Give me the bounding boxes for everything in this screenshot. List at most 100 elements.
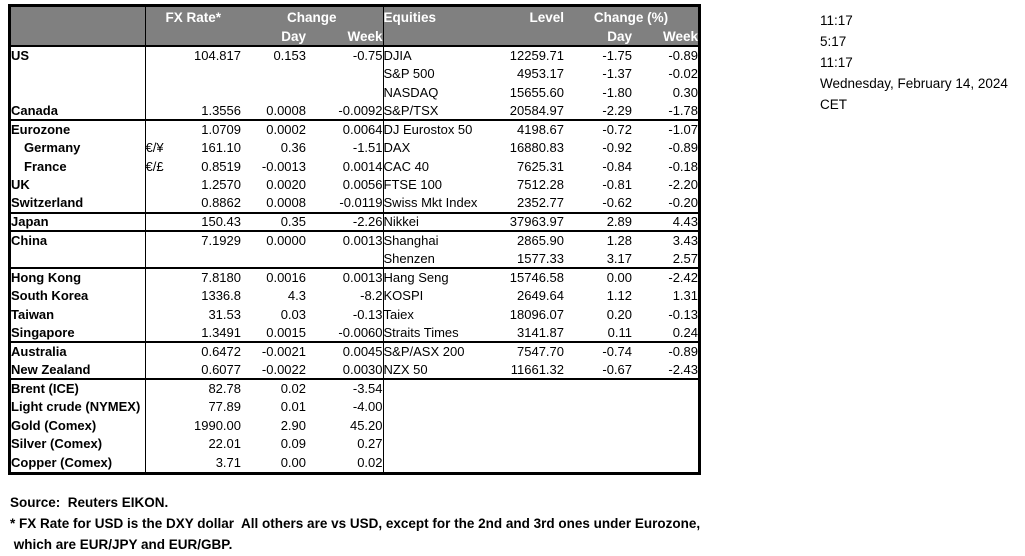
equity-day-change-cell: -0.62 bbox=[564, 194, 633, 214]
equity-name-cell: FTSE 100 bbox=[382, 175, 498, 194]
fx-pair-symbol-cell bbox=[144, 286, 171, 305]
table-row: Copper (Comex) 3.71 0.00 0.02 bbox=[11, 453, 698, 472]
equity-level-cell: 18096.07 bbox=[509, 306, 565, 322]
fx-pair-symbol-cell bbox=[144, 46, 171, 65]
header-fx-day: Day bbox=[241, 28, 306, 47]
equity-name-cell bbox=[382, 416, 498, 435]
fx-rate-cell: 1990.00 bbox=[194, 417, 241, 433]
fx-week-change-cell: -0.75 bbox=[352, 48, 383, 64]
header-level: Level bbox=[497, 7, 565, 28]
fx-rate-cell: 0.6472 bbox=[201, 344, 241, 360]
equity-week-change-cell bbox=[632, 453, 698, 472]
equity-day-change-cell: -0.84 bbox=[602, 158, 633, 174]
fx-week-change-cell: -2.26 bbox=[306, 212, 384, 232]
equity-day-change-cell bbox=[564, 435, 632, 454]
fx-rate-cell: 150.43 bbox=[171, 212, 241, 232]
fx-day-change-cell: 0.0000 bbox=[266, 233, 306, 249]
equity-name-cell: DJ Eurostox 50 bbox=[382, 120, 498, 139]
fx-day-change-cell: 0.35 bbox=[241, 212, 306, 232]
equity-name-cell: DAX bbox=[382, 138, 498, 157]
table-row: Singapore 1.3491 0.0015 -0.0060 Straits Time… bbox=[11, 323, 699, 343]
fx-week-change-cell: -0.0092 bbox=[306, 101, 384, 121]
equity-level-cell: 7512.28 bbox=[517, 177, 565, 193]
fx-week-change-cell: -0.13 bbox=[352, 306, 383, 322]
fx-pair-symbol-cell bbox=[144, 434, 171, 453]
equity-name-cell: Taiex bbox=[382, 305, 498, 324]
market-data-table: FX Rate* Change Equities Level Change (%… bbox=[8, 4, 702, 475]
equity-day-change-cell: -0.72 bbox=[602, 122, 633, 138]
fx-rate-cell: 161.10 bbox=[201, 140, 241, 156]
fx-pair-symbol-cell bbox=[144, 305, 171, 324]
equity-name-cell: S&P/ASX 200 bbox=[382, 342, 498, 361]
fx-rate-cell: 31.53 bbox=[208, 306, 241, 322]
fx-rate-cell: 0.8519 bbox=[201, 158, 241, 174]
equity-week-change-cell: -1.78 bbox=[632, 101, 699, 121]
equity-week-change-cell bbox=[632, 416, 698, 435]
equity-week-change-cell: -0.89 bbox=[668, 48, 699, 64]
fx-pair-symbol-cell bbox=[144, 175, 171, 194]
equity-level-cell: 7625.31 bbox=[517, 158, 565, 174]
equity-week-change-cell: -0.89 bbox=[668, 344, 699, 360]
equity-week-change-cell: -0.89 bbox=[668, 140, 699, 156]
equity-day-change-cell: 2.89 bbox=[564, 212, 633, 232]
equity-level-cell bbox=[497, 416, 564, 435]
fx-name-cell: Eurozone bbox=[11, 122, 71, 138]
fx-name-cell: Singapore bbox=[11, 323, 145, 343]
fx-pair-symbol-cell bbox=[144, 231, 171, 250]
fx-rate-cell: 7.8180 bbox=[201, 270, 241, 286]
table-row: France €/£ 0.8519 -0.0013 0.0014 CAC 40 7625.3… bbox=[11, 157, 698, 176]
fx-day-change-cell: 2.90 bbox=[280, 417, 306, 433]
fx-week-change-cell: 0.0014 bbox=[342, 158, 383, 174]
fx-day-change-cell: 0.0008 bbox=[241, 194, 306, 214]
header-blank bbox=[11, 28, 145, 47]
equity-name-cell bbox=[382, 397, 498, 416]
table-row: South Korea 1336.8 4.3 -8.2 KOSPI 2649.64 1.12… bbox=[11, 286, 698, 305]
equity-level-cell: 12259.71 bbox=[509, 48, 565, 64]
equity-week-change-cell bbox=[632, 435, 698, 454]
fx-week-change-cell bbox=[306, 65, 383, 84]
table-row: Shenzen 1577.33 3.17 2.57 bbox=[11, 249, 699, 269]
equity-name-cell: Nikkei bbox=[382, 212, 498, 232]
equity-week-change-cell: 0.30 bbox=[672, 84, 699, 100]
fx-week-change-cell: 0.0013 bbox=[342, 233, 383, 249]
fx-rate-cell: 1.2570 bbox=[201, 177, 241, 193]
footnotes: Source: Reuters EIKON. * FX Rate for USD… bbox=[10, 492, 700, 555]
table-row: Brent (ICE) 82.78 0.02 -3.54 bbox=[11, 379, 698, 398]
fx-day-change-cell: 0.02 bbox=[280, 381, 306, 397]
fx-day-change-cell: 0.0002 bbox=[266, 122, 306, 138]
equity-name-cell bbox=[382, 379, 498, 398]
fx-name-cell: Hong Kong bbox=[11, 270, 82, 286]
equity-level-cell: 4953.17 bbox=[517, 66, 565, 82]
table-row: US 104.817 0.153 -0.75 DJIA 12259.71 -1.75 -0.8… bbox=[11, 46, 698, 65]
header-blank bbox=[382, 28, 498, 47]
fx-pair-symbol-cell bbox=[144, 101, 171, 121]
equity-level-cell: 11661.32 bbox=[497, 360, 565, 380]
equity-week-change-cell: -1.07 bbox=[668, 122, 699, 138]
fx-week-change-cell: 45.20 bbox=[349, 417, 383, 433]
fx-day-change-cell: 0.0015 bbox=[241, 323, 306, 343]
equity-week-change-cell: -0.18 bbox=[668, 158, 699, 174]
table-row: Hong Kong 7.8180 0.0016 0.0013 Hang Seng 1574… bbox=[11, 268, 698, 287]
fx-week-change-cell: 0.0056 bbox=[342, 177, 383, 193]
fx-name-cell: Light crude (NYMEX) bbox=[11, 399, 141, 415]
fx-day-change-cell bbox=[241, 249, 306, 269]
equity-day-change-cell: 1.28 bbox=[606, 233, 633, 249]
equity-level-cell bbox=[497, 435, 564, 454]
fx-week-change-cell: -3.54 bbox=[352, 381, 383, 397]
fx-name-cell: New Zealand bbox=[11, 360, 145, 380]
table-row: Australia 0.6472 -0.0021 0.0045 S&P/ASX 200 7… bbox=[11, 342, 698, 361]
fx-day-change-cell: 0.0020 bbox=[266, 177, 306, 193]
equity-week-change-cell: -0.13 bbox=[668, 306, 699, 322]
equity-level-cell: 2649.64 bbox=[517, 288, 565, 304]
fx-day-change-cell: -0.0021 bbox=[261, 344, 306, 360]
fx-pair-symbol-cell bbox=[144, 397, 171, 416]
fx-week-change-cell: 0.0064 bbox=[342, 122, 383, 138]
time-secondary: 5:17 bbox=[820, 34, 847, 49]
equity-week-change-cell: 0.24 bbox=[632, 323, 699, 343]
table-row: Silver (Comex) 22.01 0.09 0.27 bbox=[11, 434, 698, 454]
equity-day-change-cell: -1.37 bbox=[602, 66, 633, 82]
header-eq-change-pct: Change (%) bbox=[564, 7, 699, 28]
equity-name-cell: CAC 40 bbox=[382, 157, 498, 176]
fx-pair-symbol-cell bbox=[144, 268, 171, 287]
table-row: Canada 1.3556 0.0008 -0.0092 S&P/TSX 20584.97… bbox=[11, 101, 699, 121]
